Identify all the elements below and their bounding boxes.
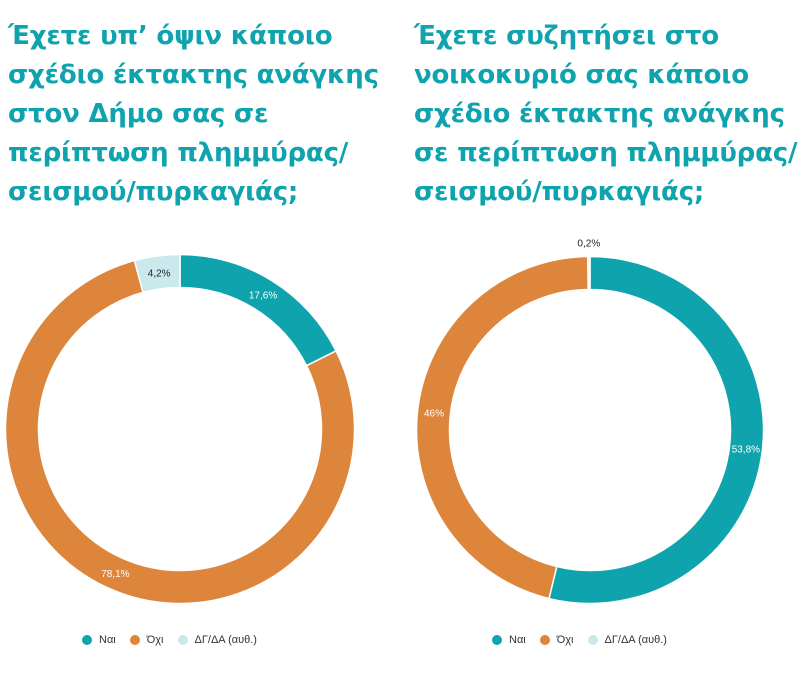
legend-label-yes: Ναι [99,634,116,646]
legend-item-na: ΔΓ/ΔΑ (αυθ.) [177,634,257,646]
legend-item-no: Όχι [129,634,164,646]
legend-swatch-yes [82,635,92,645]
legend-left: Ναι Όχι ΔΓ/ΔΑ (αυθ.) [82,630,271,650]
legend-label-no: Όχι [556,634,574,646]
chart-title-right: Έχετε συζητήσει στο νοικοκυριό σας κάποι… [414,21,798,207]
data-label-yes: 17,6% [249,291,277,302]
legend-swatch-yes [492,635,502,645]
data-label-no: 46% [424,408,444,419]
legend-swatch-no [129,635,140,645]
legend-right: Ναι Όχι ΔΓ/ΔΑ (αυθ.) [492,630,681,650]
legend-swatch-no [539,635,550,645]
legend-item-no: Όχι [539,634,574,646]
data-label-yes: 53,8% [732,445,760,456]
legend-label-na: ΔΓ/ΔΑ (αυθ.) [604,634,667,646]
legend-label-yes: Ναι [509,634,526,646]
donut-chart-left: 17,6% 78,1% 4,2% [4,253,356,605]
slice-no [415,255,589,600]
slice-yes [548,255,765,605]
legend-item-yes: Ναι [492,634,526,646]
legend-swatch-na [587,635,598,645]
data-label-no: 78,1% [101,569,129,580]
legend-item-yes: Ναι [82,634,116,646]
legend-item-na: ΔΓ/ΔΑ (αυθ.) [587,634,667,646]
slice-na [587,255,591,291]
legend-label-na: ΔΓ/ΔΑ (αυθ.) [194,634,257,646]
chart-title-left: Έχετε υπ’ όψιν κάποιο σχέδιο έκτακτης αν… [8,21,379,207]
data-label-na: 4,2% [148,268,171,279]
legend-label-no: Όχι [146,634,164,646]
slice-no [4,259,356,605]
donut-chart-right: 53,8% 46% 0,2% [415,239,765,605]
slice-na [133,253,181,294]
data-label-na: 0,2% [577,239,600,250]
legend-swatch-na [177,635,188,645]
slice-yes [179,253,338,367]
